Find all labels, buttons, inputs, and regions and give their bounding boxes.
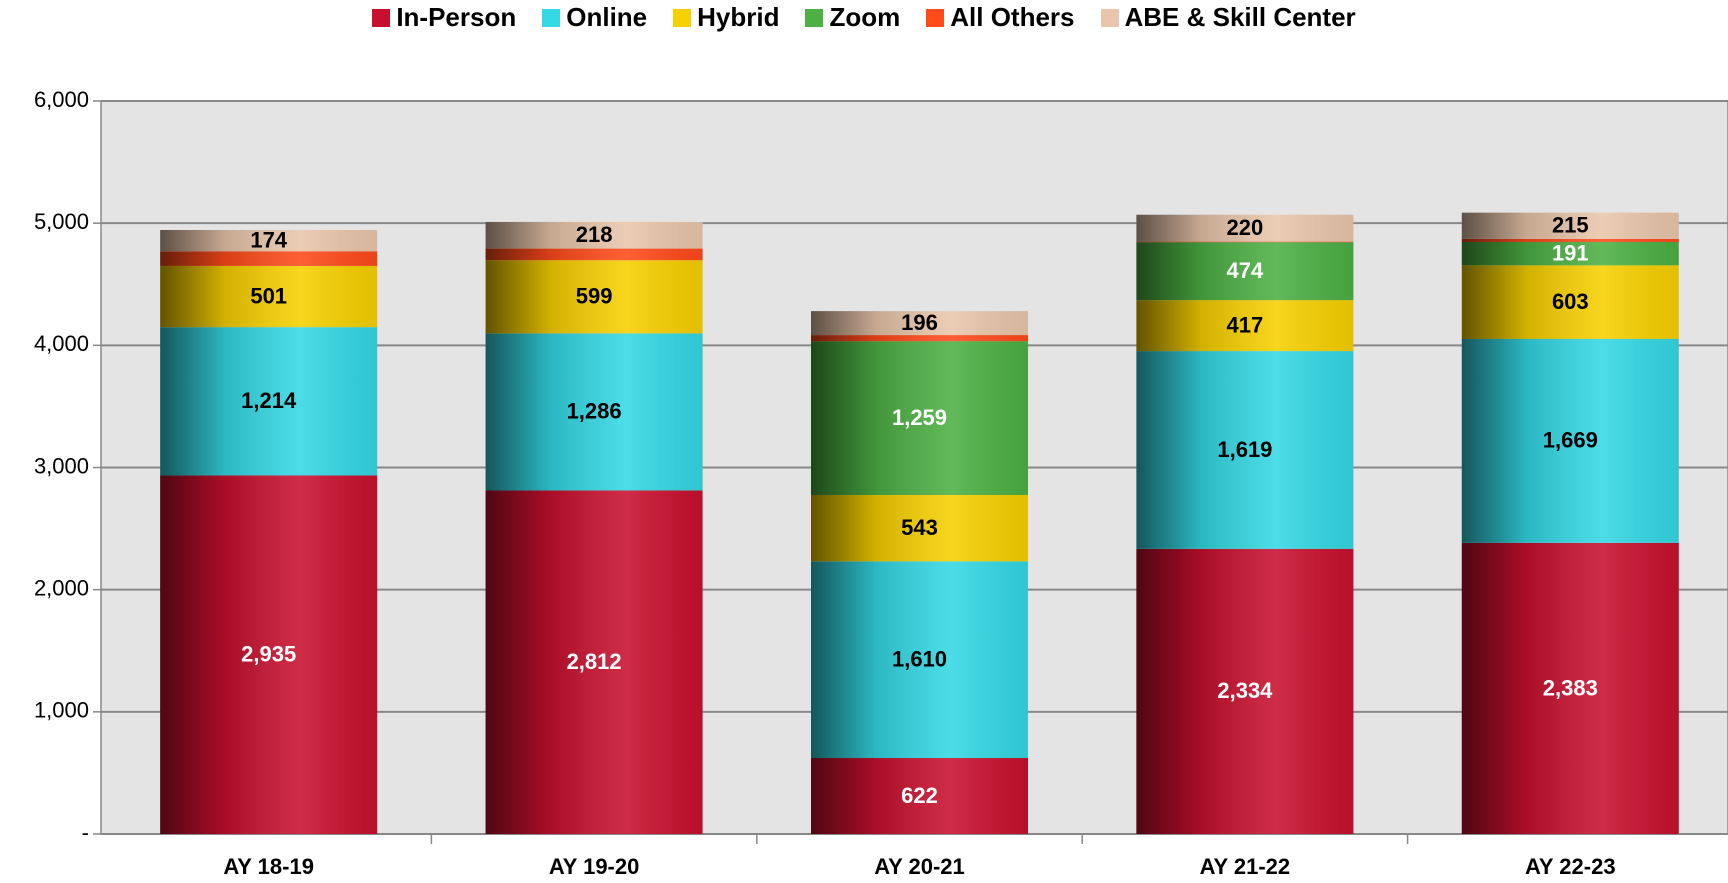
bar-shade (1461, 338, 1679, 543)
bar-shade (485, 260, 703, 334)
bar-shade (1136, 241, 1354, 243)
bar-shade (811, 335, 1028, 342)
bar-shade (811, 561, 1028, 759)
bar-shade (485, 221, 703, 249)
legend-item: Hybrid (673, 2, 779, 33)
y-tick-label: 4,000 (34, 331, 89, 356)
legend-item: Zoom (805, 2, 900, 33)
legend: In-Person Online Hybrid Zoom All Others ABE &… (0, 2, 1728, 33)
data-label: 474 (1227, 258, 1264, 283)
bar-shade (1461, 238, 1679, 242)
data-label: 1,669 (1543, 428, 1598, 453)
data-label: 215 (1552, 213, 1589, 238)
legend-swatch (542, 8, 561, 27)
x-tick-label: AY 20-21 (874, 854, 965, 879)
bar-shade (160, 251, 378, 266)
bar-shade (811, 341, 1028, 495)
bar-shade (811, 494, 1028, 562)
bar-shade (160, 475, 378, 834)
data-label: 543 (901, 515, 938, 540)
legend-label: Zoom (829, 2, 901, 32)
data-label: 501 (250, 283, 287, 308)
data-label: 2,935 (241, 642, 296, 667)
bar-shade (1461, 212, 1679, 239)
data-label: 417 (1227, 312, 1264, 337)
x-tick-label: AY 19-20 (549, 854, 640, 879)
bar-shade (1136, 300, 1354, 352)
bar-shade (811, 758, 1028, 834)
bar-shade (1136, 351, 1354, 549)
legend-swatch (372, 8, 391, 27)
x-tick-label: AY 21-22 (1200, 854, 1291, 879)
legend-swatch (926, 8, 945, 27)
bar-shade (160, 265, 378, 328)
y-tick-label: 1,000 (34, 698, 89, 723)
data-label: 622 (901, 783, 938, 808)
data-label: 191 (1552, 240, 1589, 265)
y-tick-label: 6,000 (34, 87, 89, 112)
x-tick-label: AY 18-19 (223, 854, 314, 879)
data-label: 1,259 (892, 405, 947, 430)
bar-shade (1136, 242, 1354, 301)
legend-item: In-Person (372, 2, 516, 33)
data-label: 196 (901, 310, 938, 335)
bar-shade (1461, 542, 1679, 834)
x-tick-label: AY 22-23 (1525, 854, 1616, 879)
y-tick-label: 3,000 (34, 453, 89, 478)
legend-label: In-Person (396, 2, 517, 32)
data-label: 218 (576, 222, 613, 247)
bar-shade (485, 490, 703, 834)
bar-shade (811, 311, 1028, 336)
bar-shade (1136, 214, 1354, 242)
data-label: 1,214 (241, 388, 297, 413)
data-label: 603 (1552, 289, 1589, 314)
data-label: 1,610 (892, 646, 947, 671)
bar-shade (160, 327, 378, 476)
data-label: 1,286 (567, 399, 622, 424)
legend-swatch (1100, 8, 1119, 27)
data-label: 2,334 (1217, 678, 1273, 703)
bar-shade (1461, 265, 1679, 339)
bar-shade (1136, 548, 1354, 834)
legend-item: Online (542, 2, 647, 33)
legend-label: Hybrid (697, 2, 780, 32)
data-label: 2,812 (567, 649, 622, 674)
bar-shade (1461, 241, 1679, 266)
data-label: 220 (1227, 215, 1264, 240)
y-tick-label: - (82, 820, 89, 845)
legend-item: All Others (926, 2, 1075, 33)
data-label: 174 (250, 227, 287, 252)
bar-shade (485, 248, 703, 261)
legend-swatch (673, 8, 692, 27)
y-tick-label: 2,000 (34, 575, 89, 600)
legend-label: Online (566, 2, 648, 32)
y-tick-label: 5,000 (34, 209, 89, 234)
legend-swatch (805, 8, 824, 27)
legend-label: ABE & Skill Center (1124, 2, 1356, 32)
bar-shade (485, 333, 703, 491)
bar-shade (160, 230, 378, 252)
data-label: 2,383 (1543, 675, 1598, 700)
legend-label: All Others (950, 2, 1075, 32)
data-label: 1,619 (1217, 437, 1272, 462)
legend-item: ABE & Skill Center (1100, 2, 1356, 33)
data-label: 599 (576, 284, 613, 309)
